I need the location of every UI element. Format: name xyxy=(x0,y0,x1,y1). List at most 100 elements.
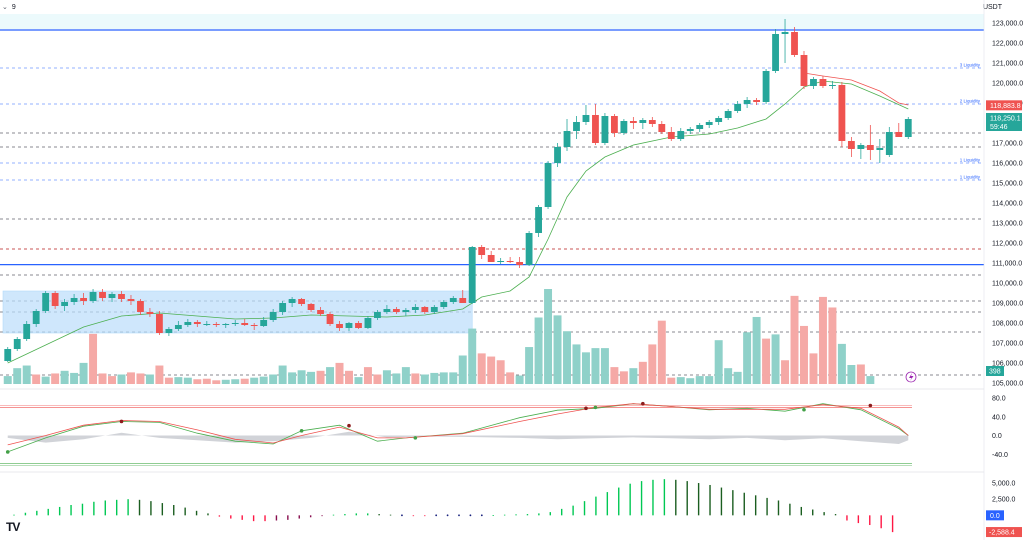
macd-bar xyxy=(47,508,49,516)
volume-bar xyxy=(430,372,439,384)
price-tick: 123,000.0 xyxy=(992,21,1023,28)
macd-bar xyxy=(732,490,734,516)
candle-body xyxy=(326,314,334,324)
volume-bar xyxy=(818,296,827,384)
volume-bar xyxy=(316,370,325,384)
candle-body xyxy=(4,349,12,361)
macd-bar xyxy=(401,514,403,517)
volume-bar xyxy=(345,370,353,384)
macd-bar xyxy=(812,509,814,516)
candle-body xyxy=(904,119,912,137)
price-tick: 111,000.0 xyxy=(992,261,1022,268)
volume-bar xyxy=(581,352,590,384)
candle-body xyxy=(857,145,865,149)
macd-bar xyxy=(777,500,780,516)
volume-bar xyxy=(373,374,382,384)
volume-bar xyxy=(809,353,818,384)
candle-body xyxy=(762,71,770,102)
candle-body xyxy=(610,116,618,133)
volume-bar xyxy=(297,370,306,384)
volume-bar xyxy=(155,365,164,384)
volume-bar xyxy=(363,367,372,384)
macd-bar xyxy=(823,512,825,516)
volume-bar xyxy=(534,317,543,384)
macd-bar xyxy=(150,501,152,516)
price-tick: 116,000.0 xyxy=(992,161,1023,168)
candle-body xyxy=(582,115,590,122)
macd-value-label: -2,588.4 xyxy=(989,530,1015,537)
candle-body xyxy=(715,118,723,122)
top-zone xyxy=(0,14,984,29)
macd-tick: 2,500.0 xyxy=(992,497,1015,504)
candle-body xyxy=(392,309,400,312)
candle-body xyxy=(506,261,514,262)
candle-body xyxy=(137,301,144,312)
candle-body xyxy=(885,132,893,155)
volume-bar xyxy=(288,372,297,384)
candle-body xyxy=(440,302,448,307)
oscillator-panel xyxy=(0,388,984,466)
osc-tick: 40.0 xyxy=(992,414,1006,421)
volume-bar xyxy=(790,295,799,384)
interval-selector[interactable]: ⌄ 9 xyxy=(0,0,16,14)
price-tick: 115,000.0 xyxy=(992,181,1023,188)
chevron-down-icon[interactable]: ⌄ xyxy=(2,4,8,11)
candle-body xyxy=(838,85,846,141)
volume-bar xyxy=(619,371,628,384)
volume-bar xyxy=(439,372,448,384)
macd-bar xyxy=(663,479,666,516)
candle-body xyxy=(336,324,343,328)
moving-average-line xyxy=(7,80,909,364)
candle-body xyxy=(364,318,372,328)
price-axis: 123,000.0122,000.0121,000.0120,000.0119,… xyxy=(905,0,1023,540)
candle-body xyxy=(800,55,808,86)
volume-bar xyxy=(382,370,391,384)
candle-body xyxy=(250,325,258,326)
candle-body xyxy=(639,120,647,123)
volume-tag xyxy=(986,366,1004,376)
volume-bar xyxy=(98,373,107,384)
volume-bar xyxy=(496,360,505,384)
volume-bar xyxy=(686,378,695,384)
candle-body xyxy=(70,298,78,302)
cross-marker xyxy=(802,407,806,412)
price-tick: 108,000.0 xyxy=(992,321,1023,328)
volume-bar xyxy=(676,377,685,384)
candle-body xyxy=(23,324,31,339)
candle-body xyxy=(677,131,685,139)
volume-bar xyxy=(714,340,723,384)
volume-bar xyxy=(51,373,60,384)
range-box xyxy=(2,290,473,334)
candle-body xyxy=(592,115,599,143)
macd-bar xyxy=(675,479,677,516)
candle-body xyxy=(61,302,69,306)
price-tick: 112,000.0 xyxy=(992,241,1023,248)
volume-bar xyxy=(837,343,846,384)
volume-bar xyxy=(506,372,515,384)
candlesticks xyxy=(4,19,912,362)
candle-body xyxy=(658,124,666,132)
price-tick: 121,000.0 xyxy=(992,61,1023,68)
candle-body xyxy=(184,322,192,325)
lightning-icon-bolt xyxy=(909,373,914,381)
candle-body xyxy=(791,32,798,55)
candle-body xyxy=(573,122,580,131)
macd-bar xyxy=(252,515,255,522)
macd-bar xyxy=(287,515,289,520)
macd-bar xyxy=(138,499,141,516)
candle-body xyxy=(165,329,173,333)
volume-bar xyxy=(278,365,287,384)
volume-bar xyxy=(411,373,420,384)
volume-bar xyxy=(600,348,609,384)
macd-bar xyxy=(332,514,335,516)
candle-body xyxy=(222,324,230,325)
macd-bar xyxy=(173,505,175,516)
macd-bar xyxy=(275,515,278,521)
volume-bar xyxy=(392,373,401,384)
macd-bar xyxy=(869,515,871,526)
candle-body xyxy=(753,100,761,102)
macd-bar xyxy=(606,492,609,516)
macd-bar xyxy=(492,515,494,516)
price-tick: 110,000.0 xyxy=(992,281,1023,288)
